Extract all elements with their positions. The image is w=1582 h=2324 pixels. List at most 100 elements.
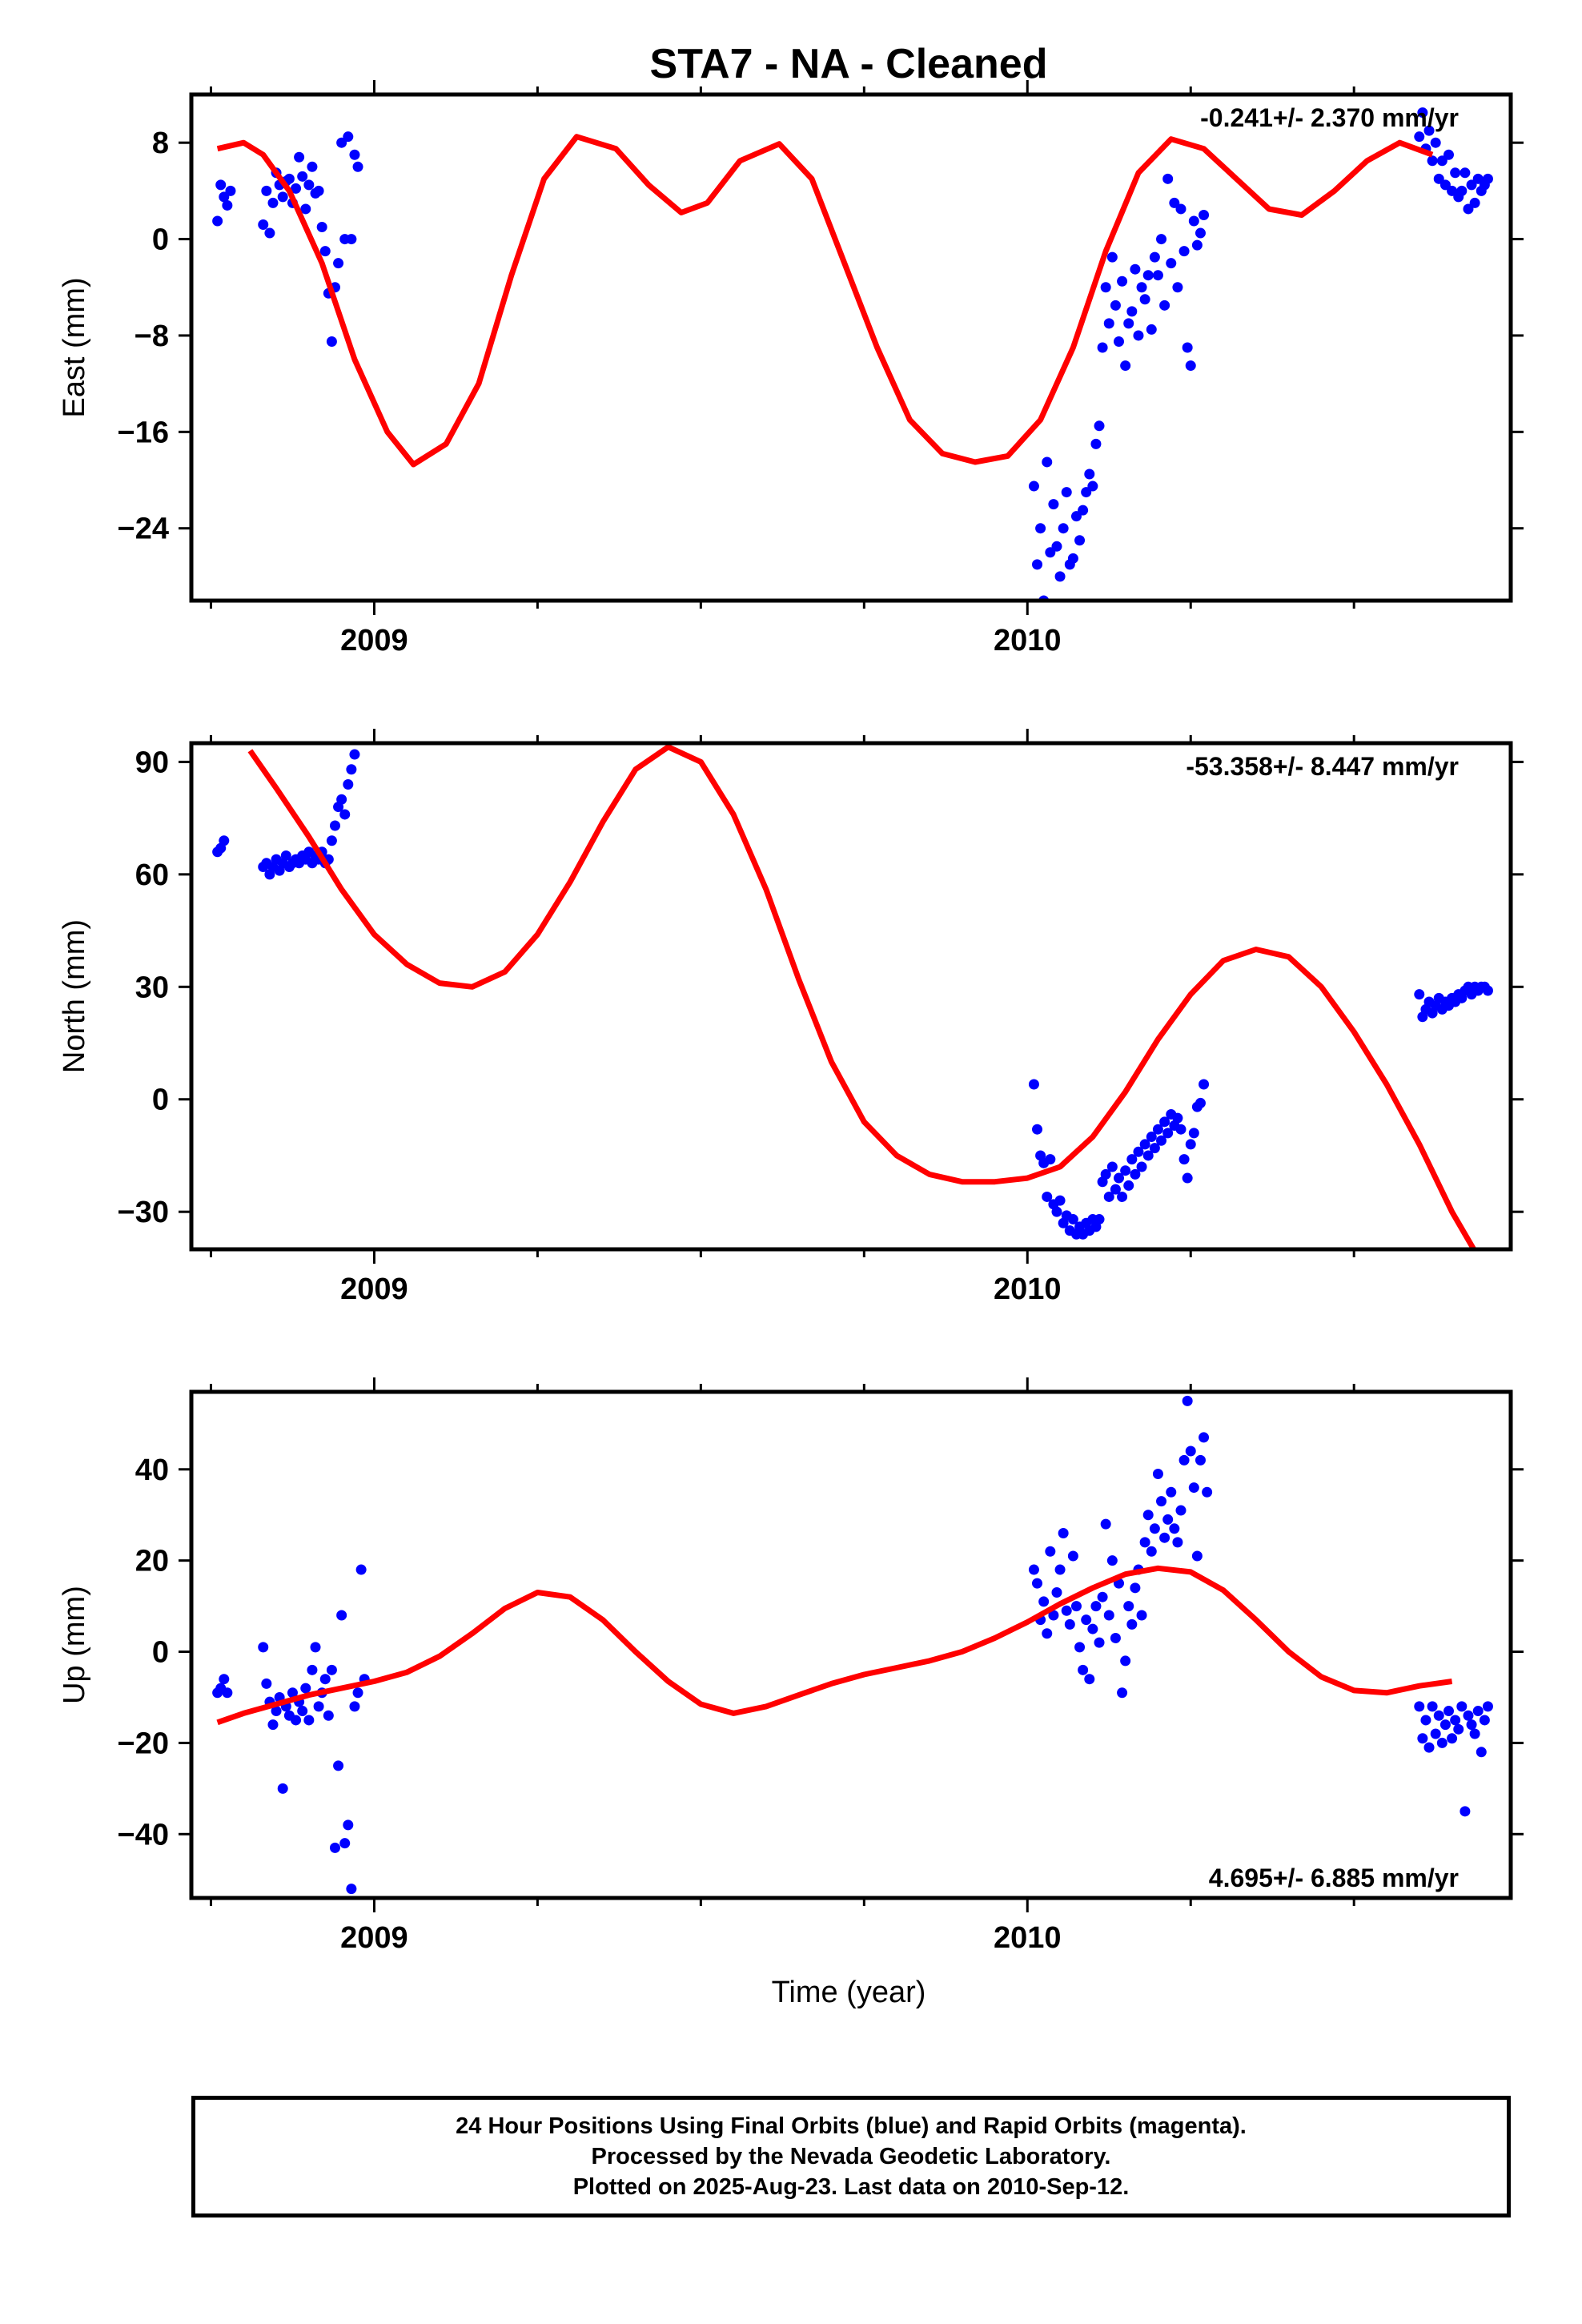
- data-point: [1081, 1614, 1092, 1626]
- data-point: [1123, 1180, 1134, 1191]
- data-point: [1482, 985, 1493, 996]
- data-point: [1191, 239, 1203, 251]
- data-point: [1078, 1664, 1089, 1675]
- data-point: [343, 131, 354, 143]
- data-point: [1202, 1486, 1213, 1498]
- data-point: [1103, 318, 1114, 329]
- data-point: [1048, 1610, 1059, 1621]
- data-point: [1087, 480, 1098, 492]
- data-point: [1061, 1605, 1072, 1616]
- data-point: [1443, 149, 1454, 160]
- data-point: [329, 820, 340, 831]
- data-point: [1110, 1184, 1121, 1195]
- data-point: [1469, 197, 1480, 208]
- data-point: [1042, 456, 1053, 468]
- data-point: [1149, 251, 1160, 263]
- data-point: [1048, 499, 1059, 510]
- data-point: [1106, 1161, 1118, 1172]
- data-point: [1188, 1482, 1199, 1494]
- data-point: [1042, 1191, 1053, 1202]
- footer-box: 24 Hour Positions Using Final Orbits (bl…: [191, 2096, 1511, 2217]
- data-point: [1482, 1701, 1493, 1712]
- data-point: [1159, 300, 1170, 311]
- data-point: [1042, 1628, 1053, 1639]
- data-point: [1045, 1546, 1056, 1557]
- data-point: [1476, 1747, 1487, 1758]
- y-tick-label: −16: [118, 416, 169, 449]
- data-point: [1078, 505, 1089, 516]
- data-point: [326, 835, 337, 846]
- data-point: [326, 1664, 337, 1675]
- data-point: [346, 1884, 357, 1895]
- y-tick-label: −8: [135, 320, 169, 353]
- data-point: [1417, 1733, 1428, 1744]
- data-point: [346, 234, 357, 245]
- y-tick-label: 30: [135, 971, 169, 1004]
- data-point: [1456, 185, 1468, 196]
- data-point: [1097, 1591, 1108, 1602]
- data-point: [1149, 1143, 1160, 1154]
- y-axis-label: East (mm): [58, 277, 91, 417]
- data-point: [1084, 468, 1095, 480]
- data-point: [1479, 1715, 1490, 1726]
- data-point: [1453, 1723, 1464, 1735]
- footer-line-3: Plotted on 2025-Aug-23. Last data on 201…: [572, 2174, 1130, 2200]
- data-point: [300, 203, 311, 215]
- y-tick-label: 60: [135, 858, 169, 892]
- data-point: [343, 778, 354, 790]
- data-point: [1094, 1637, 1105, 1648]
- data-point: [1139, 1537, 1150, 1548]
- data-point: [267, 197, 279, 208]
- data-point: [1420, 1715, 1431, 1726]
- data-point: [1195, 1454, 1206, 1466]
- data-point: [267, 1719, 279, 1731]
- data-point: [1456, 1701, 1468, 1712]
- panels: 2009 2010 8 0 −8 −16 −24 East (mm) -0.241+/- 2.3…: [58, 80, 1524, 1955]
- data-point: [1169, 197, 1180, 208]
- data-point: [349, 749, 360, 760]
- data-point: [319, 1674, 331, 1685]
- data-point: [1136, 1610, 1147, 1621]
- data-point: [1087, 1623, 1098, 1634]
- data-point: [1058, 523, 1069, 534]
- data-point: [346, 764, 357, 775]
- data-point: [271, 1706, 282, 1717]
- x-tick-label: 2009: [340, 624, 408, 657]
- data-point: [355, 1564, 367, 1575]
- data-point: [1427, 155, 1438, 167]
- data-point: [222, 1687, 233, 1699]
- data-point: [1199, 209, 1210, 220]
- y-axis-label: North (mm): [58, 919, 91, 1073]
- data-point: [1084, 1674, 1095, 1685]
- data-point: [1097, 342, 1108, 353]
- data-point: [1130, 1582, 1141, 1594]
- y-tick-label: −30: [118, 1196, 169, 1229]
- x-tick-label: 2010: [994, 1921, 1062, 1955]
- y-tick-label: 90: [135, 746, 169, 779]
- data-point: [297, 1706, 308, 1717]
- data-point: [1142, 1150, 1154, 1161]
- data-point: [1054, 1195, 1066, 1206]
- y-tick-label: −24: [118, 513, 169, 546]
- data-point: [1133, 1146, 1144, 1157]
- data-point: [1460, 167, 1471, 179]
- data-point: [1156, 1496, 1167, 1507]
- data-point: [291, 1715, 302, 1726]
- data-point: [1094, 1214, 1105, 1225]
- data-point: [219, 1674, 230, 1685]
- data-point: [1159, 1116, 1170, 1128]
- data-point: [1032, 559, 1043, 570]
- data-point: [343, 1819, 354, 1831]
- data-point: [1123, 1601, 1134, 1612]
- x-tick-label: 2009: [340, 1921, 408, 1955]
- fit-curve: [247, 744, 1477, 1249]
- data-point: [1117, 1687, 1128, 1699]
- north-panel: 2009 2010 90 60 30 0 −30 North (mm) -53.358+/- 8…: [58, 729, 1524, 1306]
- data-point: [1090, 438, 1102, 449]
- data-point: [333, 1760, 344, 1771]
- data-point: [261, 185, 272, 196]
- data-point: [1472, 1706, 1484, 1717]
- data-point: [1038, 1596, 1050, 1607]
- data-point: [1100, 1518, 1111, 1530]
- data-point: [1045, 547, 1056, 558]
